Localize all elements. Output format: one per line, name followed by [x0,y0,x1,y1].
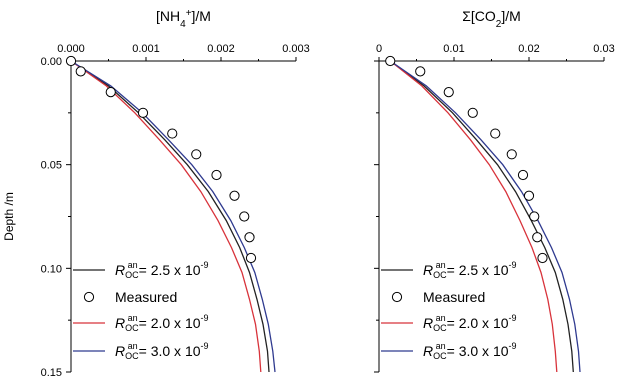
legend-symbol: R [423,262,433,278]
legend-label: ROCan= 2.0 x 10-9 [115,313,209,333]
legend-symbol: R [115,262,125,278]
y-tick-label: 0.05 [41,160,62,172]
legend-subscript: OC [125,270,139,280]
y-axis-title: Depth /m [2,192,16,241]
x-tick-label: 0.000 [57,43,85,55]
legend-superscript: an [128,260,138,270]
title-subscript: 4 [180,19,186,30]
legend-superscript: an [128,341,138,351]
legend-subscript: OC [433,323,447,333]
legend-label: ROCan= 3.0 x 10-9 [423,341,517,361]
legend-label-text: = 2.5 x 10 [139,262,201,278]
x-tick-label: 0.001 [132,43,160,55]
legend-superscript: an [436,341,446,351]
legend-label: ROCan= 3.0 x 10-9 [115,341,209,361]
legend-symbol: R [115,315,125,331]
measured-point [506,149,517,160]
legend-exponent: -9 [509,313,517,323]
legend-subscript: OC [125,323,139,333]
measured-point [167,128,178,139]
x-tick-label: 0.003 [282,43,310,55]
measured-point [529,211,540,222]
legend-label-text: = 2.0 x 10 [139,315,201,331]
legend-subscript: OC [433,270,447,280]
x-tick-label: 0.03 [593,43,614,55]
title-subscript: 2 [496,19,502,30]
legend-label: ROCan= 2.5 x 10-9 [115,260,209,280]
legend-symbol: R [115,343,125,359]
measured-point [65,55,77,67]
y-tick-label: 0.00 [41,56,62,68]
legend-label-text: = 3.0 x 10 [139,343,201,359]
measured-point [415,66,426,77]
title-part: ]/M [501,8,520,24]
measured-point [211,169,222,181]
x-tick-label: 0.002 [207,43,235,55]
measured-point [467,107,478,118]
title-part: Σ[CO [462,8,496,24]
legend-label: ROCan= 2.5 x 10-9 [423,260,517,280]
legend-label-text: = 3.0 x 10 [447,343,509,359]
measured-point [245,252,257,264]
measured-point [75,66,86,77]
measured-point [244,232,255,243]
title-part: ]/M [192,8,211,24]
legend-marker-swatch [391,291,403,303]
legend-exponent: -9 [201,341,209,351]
legend-marker-swatch [83,291,95,303]
measured-point [490,128,501,139]
legend-symbol: R [423,343,433,359]
x-tick-label: 0.01 [443,43,464,55]
measured-point [523,190,535,201]
x-axis-title: Σ[CO2]/M [462,8,521,30]
measured-point [239,211,250,222]
legend-subscript: OC [125,351,139,361]
legend-superscript: an [128,313,138,323]
legend-exponent: -9 [509,341,517,351]
title-part: [NH [156,8,180,24]
legend-label-text: = 2.5 x 10 [447,262,509,278]
measured-point [517,169,529,181]
measured-point [532,232,543,243]
legend-exponent: -9 [201,313,209,323]
legend-superscript: an [436,260,446,270]
series-line-3 [70,60,262,373]
measured-point [229,190,240,201]
y-tick-label: 0.10 [41,263,62,275]
legend-label: Measured [423,289,485,305]
x-tick-label: 0.02 [518,43,539,55]
measured-point [105,87,116,98]
legend-symbol: R [423,315,433,331]
series-line-3 [389,60,558,373]
title-superscript: + [186,8,192,19]
legend-label: ROCan= 2.0 x 10-9 [423,313,517,333]
x-axis-title: [NH4+]/M [156,8,211,30]
measured-point [137,107,149,118]
x-tick-label: 0 [376,43,382,55]
measured-point [385,55,396,67]
legend-exponent: -9 [509,260,517,270]
measured-point [443,87,454,98]
legend-label-text: = 2.0 x 10 [447,315,509,331]
legend-label: Measured [115,289,177,305]
measured-point [191,149,202,160]
legend-exponent: -9 [201,260,209,270]
legend-subscript: OC [433,351,447,361]
series-line-4 [389,60,581,373]
legend-superscript: an [436,313,446,323]
y-tick-label: 0.15 [41,367,62,376]
panel-1: 0.000 0.001 0.002 0.003 0.00 0.05 0.10 0.15 [NH4… [2,8,310,376]
measured-point [537,252,548,264]
